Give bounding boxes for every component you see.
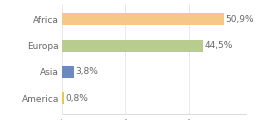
Bar <box>62 66 74 78</box>
Bar <box>62 40 203 52</box>
Text: 0,8%: 0,8% <box>66 94 88 103</box>
Text: 3,8%: 3,8% <box>75 67 98 76</box>
Bar <box>62 13 224 25</box>
Text: 50,9%: 50,9% <box>225 15 254 24</box>
Text: 44,5%: 44,5% <box>205 41 233 50</box>
Bar <box>62 92 64 104</box>
